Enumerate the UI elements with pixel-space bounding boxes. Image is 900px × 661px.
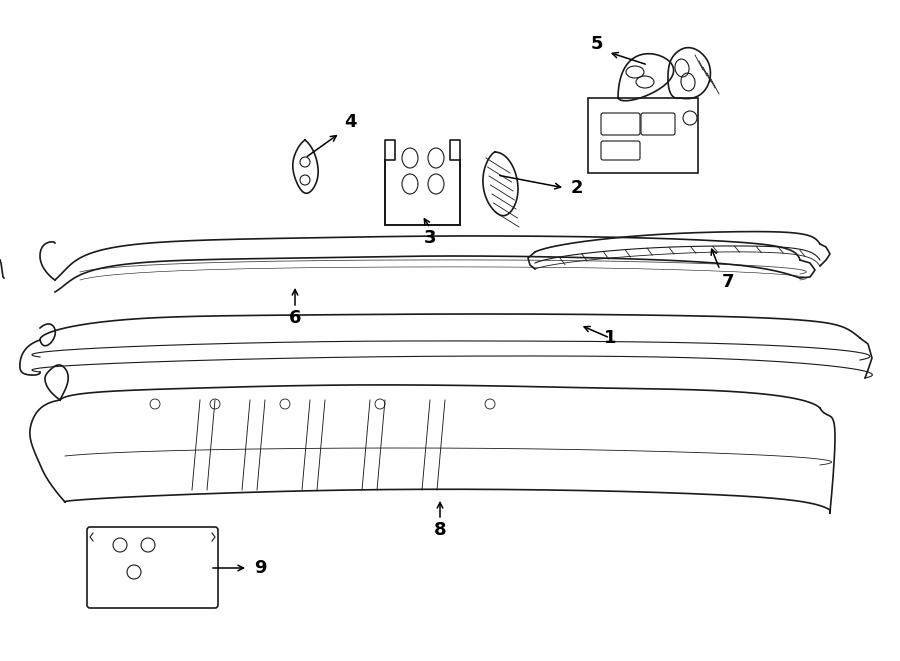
- Text: 9: 9: [254, 559, 266, 577]
- Text: 1: 1: [604, 329, 617, 347]
- Text: 7: 7: [722, 273, 734, 291]
- Text: 3: 3: [424, 229, 436, 247]
- Text: 6: 6: [289, 309, 302, 327]
- Bar: [588, 98, 698, 173]
- Text: 8: 8: [434, 521, 446, 539]
- Text: 4: 4: [344, 113, 356, 131]
- Text: 2: 2: [571, 179, 583, 197]
- FancyBboxPatch shape: [87, 527, 218, 608]
- Text: 5: 5: [590, 35, 603, 53]
